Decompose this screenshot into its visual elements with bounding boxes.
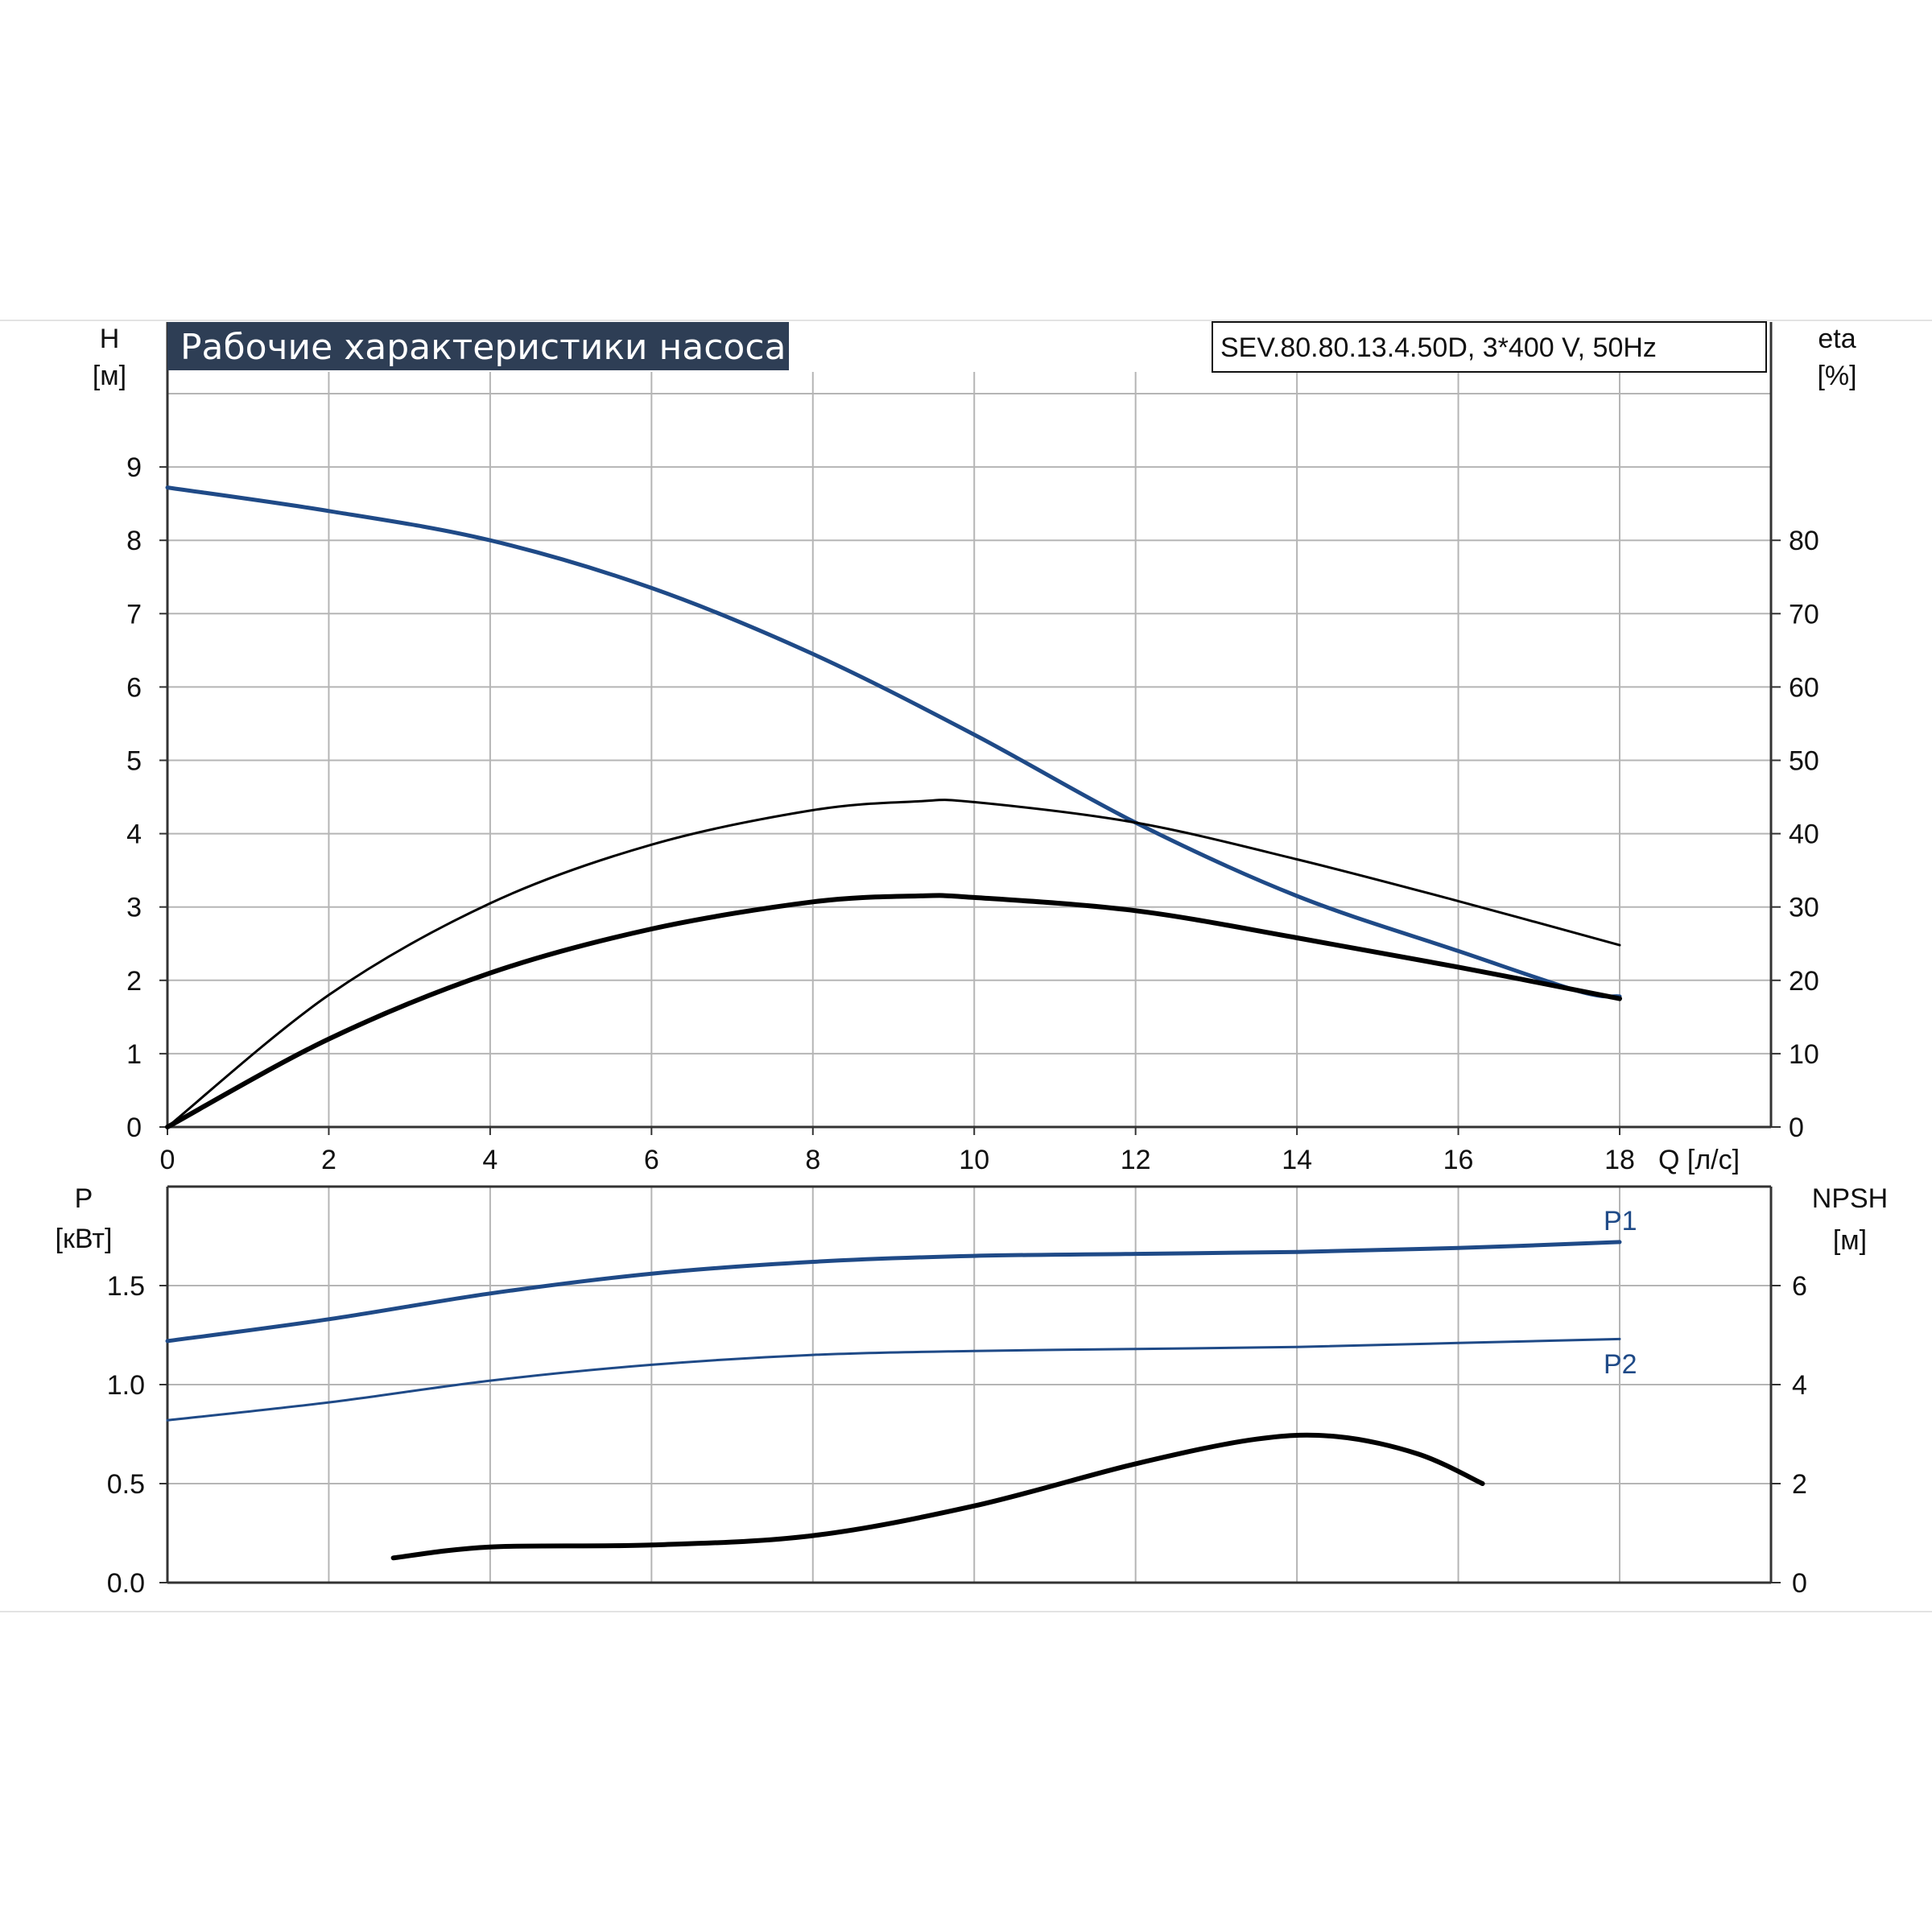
x-tick-label: 16 [1443,1145,1474,1175]
x-tick-label: 6 [644,1145,659,1175]
axes [159,322,1781,1584]
title-box [167,322,789,370]
x-tick-label: 12 [1121,1145,1151,1175]
p2-power-curve [166,1337,1621,1422]
eta-tick-label: 70 [1789,599,1819,630]
x-tick-label: 10 [959,1145,989,1175]
eta-tick-label: 30 [1789,893,1819,923]
h-tick-label: 2 [126,966,142,997]
h-tick-label: 0 [126,1113,142,1143]
eta-tick-label: 10 [1789,1039,1819,1070]
npsh-tick-label: 4 [1792,1370,1807,1401]
npsh-axis-unit: [м] [1833,1225,1867,1256]
eta-tick-label: 40 [1789,819,1819,850]
total-efficiency-curve [165,893,1622,1129]
q-axis-label: Q [л/с] [1658,1145,1740,1175]
x-tick-label: 18 [1604,1145,1635,1175]
chart-title: Рабочие характеристики насоса [180,327,786,368]
hydraulic-efficiency-curve [166,799,1621,1129]
npsh-tick-label: 2 [1792,1469,1807,1500]
npsh-axis-symbol: NPSH [1812,1183,1888,1214]
x-tick-label: 8 [805,1145,820,1175]
h-axis-unit: [м] [93,361,126,391]
eta-axis-unit: [%] [1817,361,1856,391]
p1-power-curve [165,1240,1622,1344]
npsh-tick-label: 6 [1792,1271,1807,1302]
x-tick-label: 0 [160,1145,175,1175]
tick-labels: 0 2 4 6 8 10 12 14 16 180123456789010203040506070… [107,452,1819,1599]
x-tick-label: 14 [1282,1145,1312,1175]
h-tick-label: 1 [126,1039,142,1070]
p-axis-symbol: P [75,1183,93,1214]
eta-tick-label: 80 [1789,526,1819,556]
h-tick-label: 7 [126,599,142,630]
grid [167,372,1771,1583]
npsh-curve [390,1432,1485,1561]
model-label: SEV.80.80.13.4.50D, 3*400 V, 50Hz [1220,332,1657,363]
h-tick-label: 3 [126,893,142,923]
p-tick-label: 1.5 [107,1271,145,1302]
p-tick-label: 1.0 [107,1370,145,1401]
p2-series-label: P2 [1604,1349,1637,1380]
model-box [1212,321,1767,373]
eta-tick-label: 50 [1789,746,1819,777]
h-tick-label: 5 [126,746,142,777]
p1-series-label: P1 [1604,1206,1637,1236]
p-axis-unit: [кВт] [56,1224,113,1254]
eta-tick-label: 60 [1789,672,1819,703]
h-tick-label: 6 [126,672,142,703]
npsh-tick-label: 0 [1792,1568,1807,1599]
p-tick-label: 0.0 [107,1568,145,1599]
h-axis-symbol: H [100,324,120,354]
p-tick-label: 0.5 [107,1469,145,1500]
h-tick-label: 9 [126,452,142,483]
eta-tick-label: 20 [1789,966,1819,997]
series-lines [165,485,1622,1561]
x-tick-label: 2 [321,1145,336,1175]
eta-axis-symbol: eta [1818,324,1856,354]
x-tick-label: 4 [482,1145,497,1175]
h-tick-label: 4 [126,819,142,850]
head-curve [165,485,1622,999]
eta-tick-label: 0 [1789,1113,1804,1143]
h-tick-label: 8 [126,526,142,556]
